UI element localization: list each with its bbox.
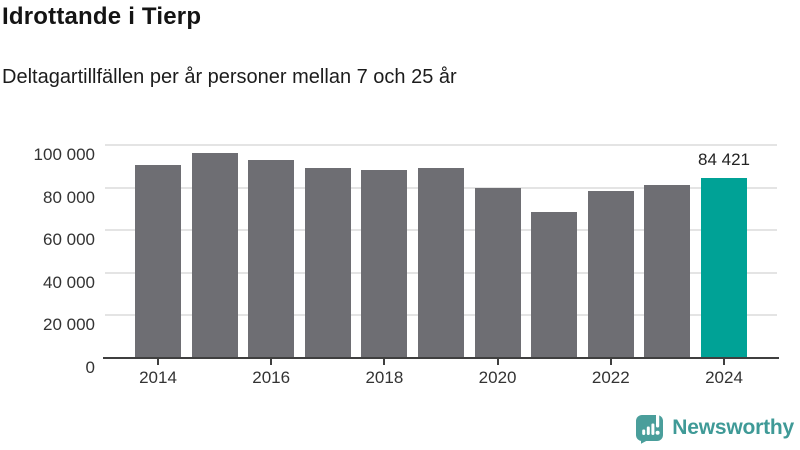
bar-2017	[304, 168, 351, 358]
bar-2014	[135, 165, 181, 358]
x-tick	[157, 359, 159, 365]
x-tick	[723, 359, 725, 365]
y-tick-label: 60 000	[43, 230, 95, 250]
x-tick	[496, 359, 499, 365]
gridline-100000	[105, 144, 777, 146]
x-tick-label-2024: 2024	[705, 368, 743, 387]
chart-subtitle: Deltagartillfällen per år personer mella…	[2, 66, 457, 88]
x-tick-label-2016: 2016	[252, 368, 291, 387]
bar-2016	[248, 160, 295, 358]
y-tick-label: 80 000	[43, 187, 95, 207]
x-tick-label-2014: 2014	[139, 368, 177, 387]
bar-2018	[361, 170, 408, 358]
y-tick-label: 0	[85, 358, 95, 377]
x-tick	[383, 359, 386, 365]
bar-2023	[644, 185, 691, 358]
x-tick-label-2018: 2018	[365, 368, 404, 387]
bar-2019	[418, 168, 464, 358]
y-tick-label: 20 000	[43, 315, 95, 335]
x-tick	[609, 359, 612, 365]
x-tick-label-2022: 2022	[591, 368, 630, 387]
x-axis-line	[103, 357, 779, 359]
bar-2022	[587, 191, 634, 358]
bar-2015	[191, 153, 238, 358]
x-tick-label-2020: 2020	[478, 368, 517, 387]
y-tick-label: 40 000	[43, 272, 95, 292]
highlight-value-label: 84 421	[698, 150, 750, 170]
newsworthy-logo: Newsworthy	[635, 413, 794, 444]
chart-title: Idrottande i Tierp	[2, 3, 202, 30]
bar-2024	[701, 178, 747, 358]
bar-2020	[474, 188, 521, 358]
bar-2021	[531, 212, 578, 358]
x-tick	[270, 359, 273, 365]
plot-area: 84 421	[105, 144, 777, 358]
bar-chart-speech-bubble-icon	[636, 413, 664, 444]
newsworthy-brand-text: Newsworthy	[672, 415, 794, 439]
y-tick-label: 100 000	[33, 145, 95, 164]
